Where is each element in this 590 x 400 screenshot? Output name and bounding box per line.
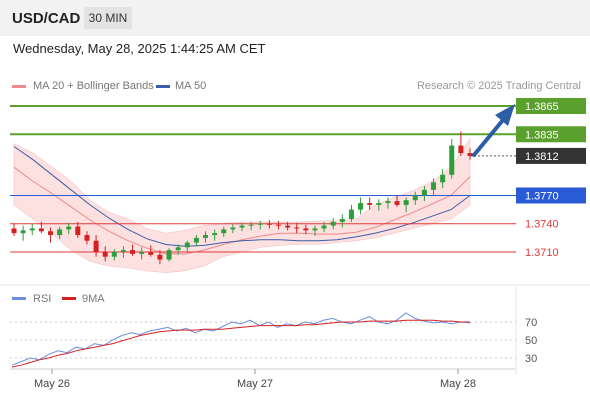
rsi-ma-line: [11, 319, 470, 368]
candle-body: [120, 250, 126, 252]
forecast-arrow-head: [495, 104, 515, 126]
candle-body: [111, 252, 117, 257]
candle-body: [11, 228, 17, 234]
x-tick-label: May 26: [34, 378, 70, 390]
candle-body: [230, 227, 236, 230]
candle-body: [367, 203, 373, 205]
level-badge-1.3865: [516, 98, 586, 114]
rsi-tick-30: 30: [525, 353, 537, 365]
candle-body: [458, 145, 464, 154]
ma50-legend-label: MA 50: [175, 80, 207, 92]
candle-body: [467, 153, 473, 156]
candle-body: [157, 254, 163, 260]
candle-body: [312, 228, 318, 231]
candle-body: [321, 225, 327, 229]
level-label-1.3770: 1.3770: [525, 190, 559, 202]
candle-body: [431, 182, 437, 190]
candle-body: [421, 189, 427, 196]
candle-body: [221, 229, 227, 234]
candle-body: [102, 252, 108, 257]
ma20-legend-label: MA 20 + Bollinger Bands: [33, 80, 154, 92]
candle-body: [175, 247, 181, 251]
candle-body: [257, 223, 263, 225]
level-badge-1.3770: [516, 187, 586, 204]
candle-body: [20, 230, 26, 234]
candle-body: [440, 174, 446, 183]
candle-body: [358, 203, 364, 210]
rsi-legend-label: RSI: [33, 293, 52, 305]
level-label-1.3835: 1.3835: [525, 129, 559, 141]
last-price-badge: [516, 147, 586, 164]
candle-body: [239, 225, 245, 228]
candle-body: [403, 200, 409, 205]
level-badge-1.3835: [516, 126, 586, 143]
timeframe-button[interactable]: 30 MIN: [84, 7, 132, 29]
candle-body: [75, 226, 81, 236]
forecast-arrow-shaft: [472, 118, 505, 157]
rsi-ma-legend-swatch: [62, 297, 76, 300]
rsi-tick-50: 50: [525, 335, 537, 347]
ma20-legend-swatch: [12, 85, 26, 88]
candle-body: [148, 252, 154, 255]
attribution: Research © 2025 Trading Central: [416, 80, 581, 92]
candle-body: [285, 225, 291, 228]
candle-body: [93, 240, 99, 252]
level-label-1.3865: 1.3865: [525, 101, 559, 113]
candle-body: [139, 252, 145, 254]
candle-body: [203, 235, 209, 238]
candle-body: [166, 250, 172, 260]
candle-body: [394, 201, 400, 205]
candle-body: [29, 228, 35, 231]
candle-body: [130, 250, 136, 254]
candle-body: [385, 201, 391, 204]
rsi-tick-70: 70: [525, 317, 537, 329]
candle-body: [248, 224, 254, 226]
candle-body: [348, 209, 354, 220]
candle-body: [38, 228, 44, 232]
header-bar: USD/CAD 30 MIN: [0, 0, 590, 36]
timestamp: Wednesday, May 28, 2025 1:44:25 AM CET: [13, 41, 266, 56]
candle-body: [66, 226, 72, 230]
level-label-1.3740: 1.3740: [525, 219, 559, 231]
candle-body: [266, 223, 272, 225]
candle-body: [184, 242, 190, 248]
candle-body: [212, 233, 218, 236]
x-tick-label: May 28: [440, 378, 476, 390]
candle-body: [294, 227, 300, 229]
candle-body: [303, 228, 309, 231]
x-tick-label: May 27: [237, 378, 273, 390]
candle-body: [376, 203, 382, 205]
ma50-line: [13, 146, 471, 247]
candle-body: [47, 231, 53, 236]
candle-body: [339, 219, 345, 222]
candle-body: [412, 195, 418, 201]
candle-body: [330, 221, 336, 226]
candle-body: [57, 229, 63, 236]
symbol-label: USD/CAD: [12, 10, 81, 27]
candle-body: [193, 237, 199, 243]
level-label-1.3710: 1.3710: [525, 247, 559, 259]
rsi-ma-legend-label: 9MA: [82, 293, 105, 305]
ma50-legend-swatch: [156, 85, 170, 88]
ma20-line: [13, 166, 471, 255]
rsi-legend-swatch: [12, 297, 26, 300]
bollinger-band: [13, 138, 471, 274]
last-price-label: 1.3812: [525, 151, 559, 163]
candle-body: [449, 145, 455, 175]
candle-body: [84, 235, 90, 241]
candle-body: [275, 224, 281, 226]
